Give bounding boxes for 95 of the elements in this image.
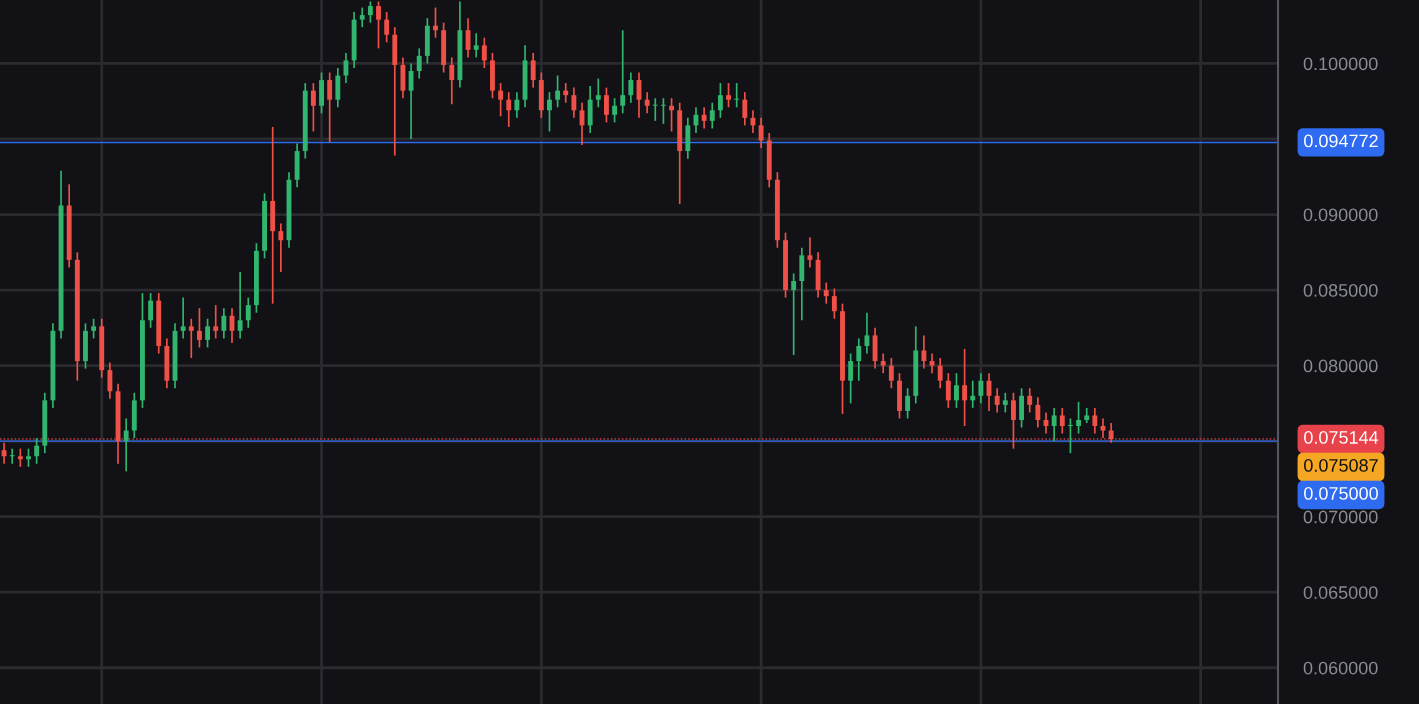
candlestick: [758, 117, 764, 149]
candlestick: [180, 296, 186, 340]
candlestick: [1051, 407, 1057, 442]
candlestick: [310, 82, 316, 133]
candlestick: [237, 271, 243, 340]
candlestick: [978, 372, 984, 405]
candlestick: [962, 348, 968, 427]
candlestick: [1076, 401, 1082, 435]
candlestick: [359, 6, 365, 29]
y-tick-label: 0.100000: [1303, 57, 1378, 71]
candlestick: [278, 222, 284, 273]
ref-line-label: 0.075000: [1304, 487, 1378, 500]
candlestick: [604, 86, 609, 124]
candlestick: [831, 287, 837, 320]
candlestick: [848, 352, 854, 405]
candlestick: [213, 304, 219, 340]
candlestick: [595, 77, 601, 109]
y-tick-label: 0.090000: [1303, 208, 1378, 222]
candlestick: [864, 311, 870, 355]
candlestick: [937, 357, 943, 390]
candlestick: [514, 91, 520, 119]
candlestick: [571, 86, 577, 119]
candlestick: [1011, 391, 1016, 450]
candlestick: [1067, 417, 1073, 455]
candlestick: [921, 334, 927, 370]
candlestick: [709, 101, 715, 130]
candlestick: [669, 97, 674, 133]
candlestick: [555, 74, 561, 109]
candlestick: [856, 337, 862, 382]
candlestick: [563, 82, 569, 104]
candlestick: [1035, 396, 1041, 429]
candlestick: [742, 91, 748, 127]
text: 0.075087: [1304, 459, 1378, 472]
candlestick: [726, 82, 731, 109]
candlestick: [644, 91, 650, 115]
candlestick: [807, 236, 813, 269]
candlestick: [547, 91, 552, 133]
candlestick: [376, 0, 381, 50]
candlestick: [205, 317, 211, 349]
candlestick: [612, 97, 618, 124]
candlestick: [188, 317, 194, 359]
candlestick: [970, 379, 976, 409]
candlestick: [473, 32, 479, 59]
candlestick: [954, 372, 959, 409]
candlestick: [1, 441, 7, 465]
ref-line-label: 0.094772: [1304, 134, 1378, 148]
candlestick: [1059, 407, 1065, 435]
candlestick: [652, 97, 658, 122]
candlestick: [945, 372, 951, 409]
candlestick: [481, 36, 487, 69]
candlestick: [1027, 387, 1033, 414]
candlestick: [449, 56, 455, 106]
candlestick: [408, 62, 414, 140]
candlestick: [530, 52, 536, 89]
candlestick: [26, 447, 31, 468]
candlestick: [701, 106, 707, 130]
candlestick: [433, 6, 438, 39]
candlestick: [498, 82, 504, 118]
candlestick: [91, 317, 97, 340]
candlestick: [196, 307, 202, 349]
candlestick: [929, 352, 935, 374]
candlestick: [620, 29, 626, 115]
candlestick: [367, 0, 373, 24]
candlestick: [123, 417, 129, 473]
candlestick: [17, 447, 23, 468]
candlestick: [1092, 407, 1098, 435]
candlestick: [660, 97, 666, 125]
candlestick: [905, 387, 911, 420]
candlestick: [221, 307, 227, 340]
candlestick: [107, 361, 113, 400]
y-tick-label: 0.085000: [1303, 283, 1378, 297]
candlestick: [1108, 422, 1114, 444]
candlestick: [1002, 391, 1008, 414]
candlestick: [791, 272, 797, 356]
candlestick: [148, 292, 154, 329]
candlestick: [994, 387, 1000, 414]
y-tick-label: 0.080000: [1303, 359, 1378, 373]
ref-line-label: 0.075144: [1304, 431, 1379, 444]
candlestick: [1100, 417, 1106, 439]
candlestick: [245, 296, 251, 329]
y-tick-label: 0.070000: [1303, 510, 1378, 524]
candlestick: [823, 281, 829, 305]
candlestick: [734, 82, 740, 109]
candlestick: [34, 437, 40, 465]
candlestick: [717, 82, 723, 119]
candlestick: [416, 47, 422, 80]
candlestick: [888, 357, 894, 390]
y-tick-label: 0.065000: [1303, 586, 1378, 599]
candlestick: [327, 71, 333, 143]
candlestick: [880, 352, 886, 374]
candlestick: [9, 447, 15, 465]
y-tick-label: 0.060000: [1303, 661, 1378, 675]
candlestick: [506, 91, 512, 128]
candlestick: [384, 11, 390, 44]
candlestick: [628, 71, 634, 104]
